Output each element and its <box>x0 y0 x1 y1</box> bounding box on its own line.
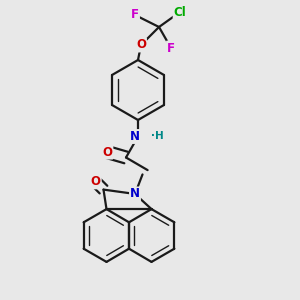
Text: O: O <box>102 146 112 159</box>
Text: ·H: ·H <box>152 130 164 141</box>
Text: N: N <box>130 130 140 143</box>
Text: F: F <box>167 41 175 55</box>
Text: F: F <box>131 8 139 22</box>
Text: N: N <box>130 188 140 200</box>
Text: Cl: Cl <box>174 5 186 19</box>
Text: O: O <box>136 38 146 52</box>
Text: O: O <box>91 176 101 188</box>
